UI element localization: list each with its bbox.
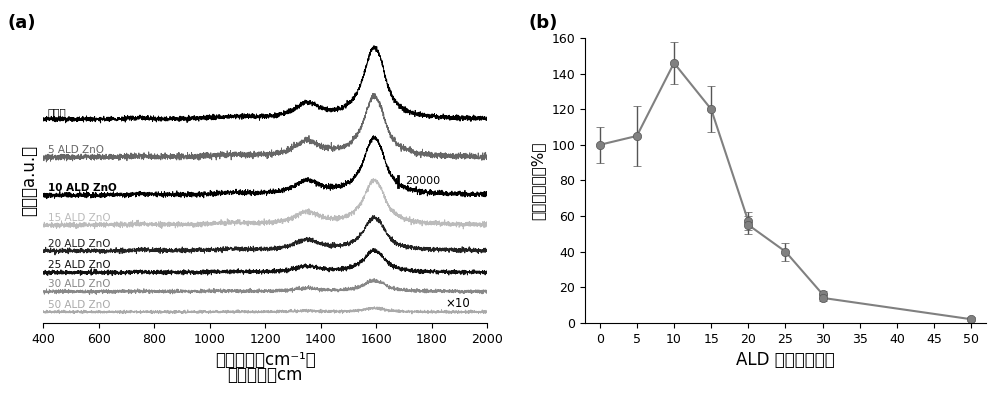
Text: 无包裹: 无包裹 xyxy=(48,107,66,117)
Text: 拉曼偏移（cm: 拉曼偏移（cm xyxy=(228,365,303,383)
Text: 25 ALD ZnO: 25 ALD ZnO xyxy=(48,261,110,270)
X-axis label: ALD 氧化锌循环数: ALD 氧化锌循环数 xyxy=(736,351,835,369)
Text: ×10: ×10 xyxy=(446,297,470,310)
Text: 50 ALD ZnO: 50 ALD ZnO xyxy=(48,300,110,310)
Text: 5 ALD ZnO: 5 ALD ZnO xyxy=(48,145,104,155)
Text: 20000: 20000 xyxy=(405,176,440,186)
Y-axis label: 归一化强度（%）: 归一化强度（%） xyxy=(531,141,546,220)
Text: (a): (a) xyxy=(8,14,36,32)
Y-axis label: 强度（a.u.）: 强度（a.u.） xyxy=(20,145,38,216)
Text: 15 ALD ZnO: 15 ALD ZnO xyxy=(48,213,110,223)
Text: 10 ALD ZnO: 10 ALD ZnO xyxy=(48,183,116,193)
Text: 20 ALD ZnO: 20 ALD ZnO xyxy=(48,239,110,249)
Text: 30 ALD ZnO: 30 ALD ZnO xyxy=(48,279,110,290)
Text: (b): (b) xyxy=(529,14,558,32)
X-axis label: 拉曼偏移（cm⁻¹）: 拉曼偏移（cm⁻¹） xyxy=(215,351,316,369)
